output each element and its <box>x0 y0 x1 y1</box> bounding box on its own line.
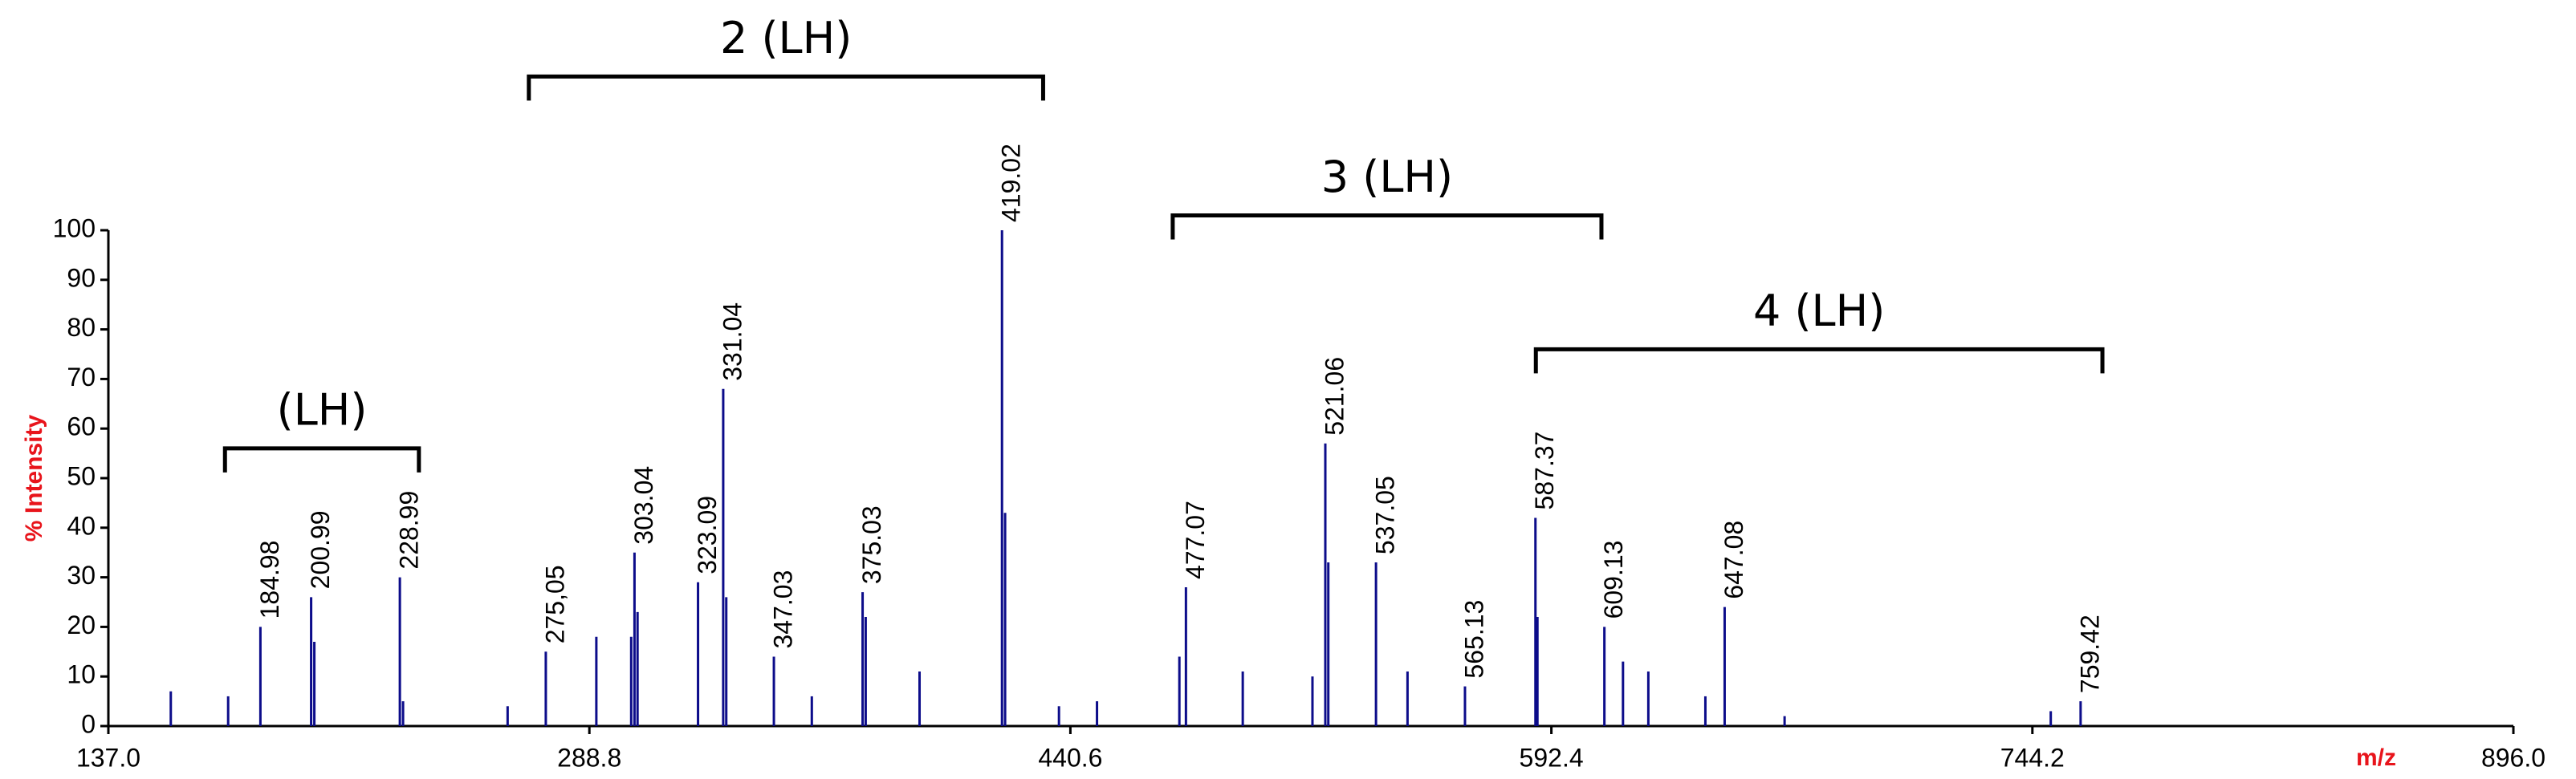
x-tick-label: 744.2 <box>2000 743 2065 772</box>
peak-label: 537.05 <box>1371 476 1400 554</box>
x-tick-label: 592.4 <box>1520 743 1584 772</box>
peak-label: 419.02 <box>997 144 1026 222</box>
y-tick-label: 90 <box>67 263 96 292</box>
bracket <box>222 446 421 473</box>
bracket-label: 4 (LH) <box>1753 286 1885 336</box>
peak-label: 375.03 <box>857 505 886 584</box>
bracket <box>527 74 1045 101</box>
y-tick-label: 10 <box>67 660 96 689</box>
y-tick-label: 50 <box>67 461 96 490</box>
bracket-label: 2 (LH) <box>720 13 852 63</box>
y-tick-label: 80 <box>67 313 96 342</box>
peak-label: 477.07 <box>1181 501 1210 579</box>
y-tick-label: 40 <box>67 511 96 540</box>
peak-label: 275,05 <box>540 565 569 643</box>
peak-label: 587.37 <box>1530 432 1559 510</box>
peak-label: 331.04 <box>718 302 747 381</box>
bracket <box>1533 347 2105 374</box>
bracket-label: (LH) <box>277 385 368 436</box>
x-tick-label: 440.6 <box>1038 743 1102 772</box>
y-tick-label: 100 <box>53 213 96 242</box>
x-tick-label: 288.8 <box>557 743 621 772</box>
x-tick-label: 137.0 <box>76 743 140 772</box>
bracket-label: 3 (LH) <box>1321 152 1453 202</box>
y-tick-label: 70 <box>67 363 96 392</box>
peak-label: 200.99 <box>306 510 335 589</box>
bracket <box>1170 213 1604 240</box>
peak-label: 521.06 <box>1320 357 1349 436</box>
peak-label: 565.13 <box>1459 600 1488 679</box>
peak-label: 184.98 <box>255 541 284 619</box>
peak-label: 303.04 <box>629 466 658 545</box>
peak-label: 323.09 <box>693 496 722 574</box>
y-tick-label: 30 <box>67 561 96 590</box>
y-tick-label: 60 <box>67 412 96 441</box>
peak-label: 347.03 <box>769 570 798 649</box>
y-tick-label: 0 <box>81 709 96 738</box>
x-axis-label: m/z <box>2356 745 2396 771</box>
peak-label: 609.13 <box>1599 541 1628 619</box>
y-axis-label: % Intensity <box>21 415 47 542</box>
peak-label: 228.99 <box>395 491 424 570</box>
peak-label: 647.08 <box>1719 521 1748 599</box>
peak-label: 759.42 <box>2075 615 2104 693</box>
y-tick-label: 20 <box>67 611 96 639</box>
x-tick-label: 896.0 <box>2481 743 2545 772</box>
